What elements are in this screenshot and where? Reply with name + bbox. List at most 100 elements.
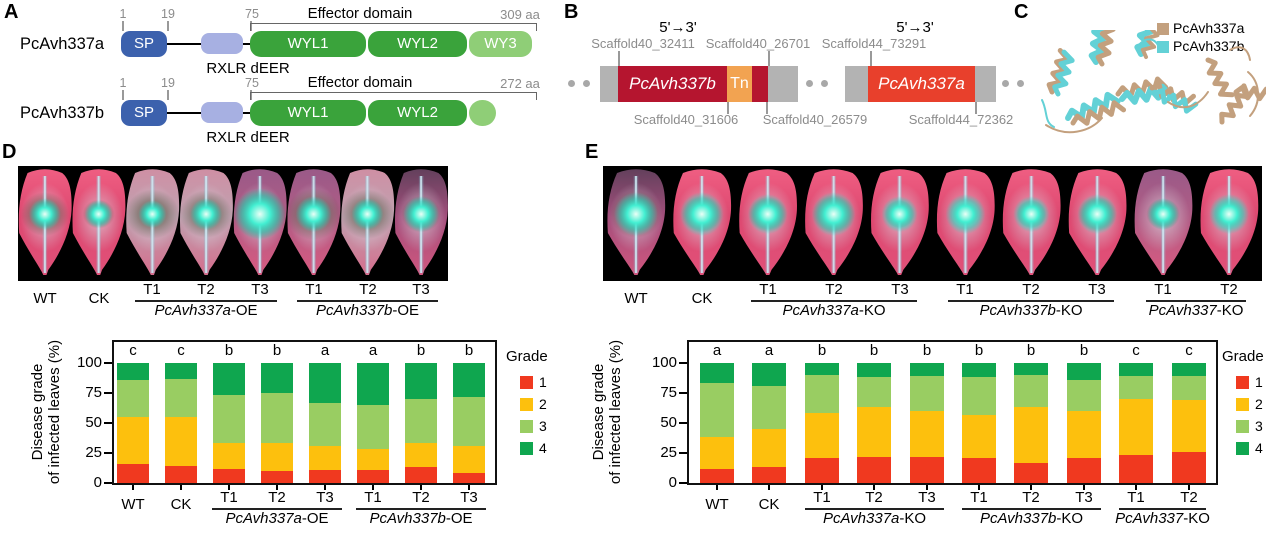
bar-segment-grade-3 [910, 376, 944, 411]
y-tick-label: 100 [76, 354, 102, 371]
bar-segment-grade-1 [805, 457, 839, 483]
y-axis-tick [679, 422, 687, 424]
leaf-photo [1200, 169, 1259, 275]
significance-letter: b [1026, 342, 1036, 359]
leaf-photo [673, 169, 732, 275]
x-label: T1 [970, 489, 988, 506]
legend-swatch [520, 376, 533, 389]
significance-letter: b [272, 342, 282, 359]
bar-segment-grade-4 [700, 363, 734, 384]
protein-length: 309 aa [500, 7, 540, 22]
significance-letter: c [177, 342, 185, 359]
significance-letter: b [869, 342, 879, 359]
legend-label: 4 [1255, 440, 1263, 456]
bar-segment-grade-2 [261, 443, 293, 471]
bar-segment-grade-4 [309, 363, 341, 403]
x-axis-tick [132, 485, 134, 490]
scaffold-coord: Scaffold40_32411 [591, 36, 695, 51]
x-label: T1 [305, 281, 323, 298]
gene-pcavh337b: PcAvh337b [618, 66, 727, 102]
bar-segment-grade-4 [357, 363, 389, 405]
leaf-photo [805, 169, 863, 275]
effector-domain-label: Effector domain [307, 5, 413, 22]
bar-segment-grade-4 [453, 363, 485, 397]
bar-segment-grade-2 [405, 443, 437, 468]
bar-segment-grade-2 [857, 407, 891, 457]
x-label: T1 [1127, 489, 1145, 506]
aa-position-75: 75 [245, 7, 259, 21]
legend-swatch [1236, 442, 1249, 455]
sp-domain: SP [121, 100, 167, 126]
bar-segment-grade-2 [165, 417, 197, 467]
aa-position-1: 1 [119, 7, 127, 21]
legend-title: Grade [1222, 348, 1264, 365]
x-label: T3 [412, 281, 430, 298]
panel-b-label: B [564, 1, 579, 23]
gene-b-fragment [752, 66, 768, 102]
leaf-photo [125, 169, 180, 275]
group-underline [962, 508, 1101, 510]
bar-segment-grade-1 [357, 469, 389, 483]
x-label: T1 [1154, 281, 1172, 298]
significance-letter: c [129, 342, 137, 359]
bar-segment-grade-4 [1119, 363, 1153, 377]
group-underline [297, 300, 438, 302]
legend-label: 1 [1255, 374, 1263, 390]
x-axis-tick [716, 485, 718, 490]
rxlr-domain [201, 33, 243, 54]
legend-label: 4 [539, 440, 547, 456]
x-label: WT [121, 496, 145, 513]
bar-segment-grade-1 [962, 457, 996, 483]
flank-segment [600, 66, 618, 102]
bar-segment-grade-4 [213, 363, 245, 396]
leaf-photo [1134, 169, 1193, 275]
bar-segment-grade-3 [309, 402, 341, 446]
x-label: CK [170, 496, 192, 513]
bar-segment-grade-3 [453, 396, 485, 446]
bar-segment-grade-3 [261, 393, 293, 444]
effector-bracket [250, 23, 537, 31]
panel-e-label: E [585, 141, 599, 163]
bar-segment-grade-2 [910, 411, 944, 457]
bar-segment-grade-4 [405, 363, 437, 399]
bar-segment-grade-1 [1119, 455, 1153, 483]
scaffold-coord: Scaffold44_73291 [821, 36, 927, 51]
structure-legend-swatch [1157, 41, 1169, 53]
leaf-photo [607, 169, 666, 275]
panel-a-label: A [4, 1, 19, 23]
bar-segment-grade-3 [1119, 376, 1153, 399]
significance-letter: c [1132, 342, 1140, 359]
bar-segment-grade-4 [1014, 363, 1048, 375]
x-axis-tick [372, 485, 374, 490]
bar-segment-grade-1 [405, 467, 437, 483]
leaf-photo [232, 169, 287, 275]
bar-segment-grade-1 [453, 473, 485, 483]
x-axis-tick [1083, 485, 1085, 490]
structure-legend-label: PcAvh337a [1173, 20, 1245, 36]
continuation-dot [1002, 80, 1009, 87]
x-label: T1 [813, 489, 831, 506]
group-label: PcAvh337a-OE [225, 510, 329, 527]
leaf-photo [395, 169, 448, 275]
bar-segment-grade-2 [357, 449, 389, 470]
legend-label: 3 [1255, 418, 1263, 434]
significance-letter: b [1079, 342, 1089, 359]
position-tick [167, 21, 169, 31]
flank-segment [975, 66, 996, 102]
bar-segment-grade-2 [1067, 411, 1101, 458]
bar-segment-grade-3 [1067, 379, 1101, 411]
x-axis-tick [180, 485, 182, 490]
x-label: T2 [359, 281, 377, 298]
coord-tick [975, 102, 977, 114]
x-axis-tick [1188, 485, 1190, 490]
group-underline [1119, 508, 1206, 510]
legend-swatch [1236, 420, 1249, 433]
protein-length: 272 aa [500, 76, 540, 91]
y-axis-tick [104, 422, 112, 424]
legend-swatch [520, 420, 533, 433]
group-underline [948, 300, 1114, 302]
x-label: CK [758, 496, 780, 513]
group-underline [751, 300, 917, 302]
significance-letter: a [368, 342, 378, 359]
